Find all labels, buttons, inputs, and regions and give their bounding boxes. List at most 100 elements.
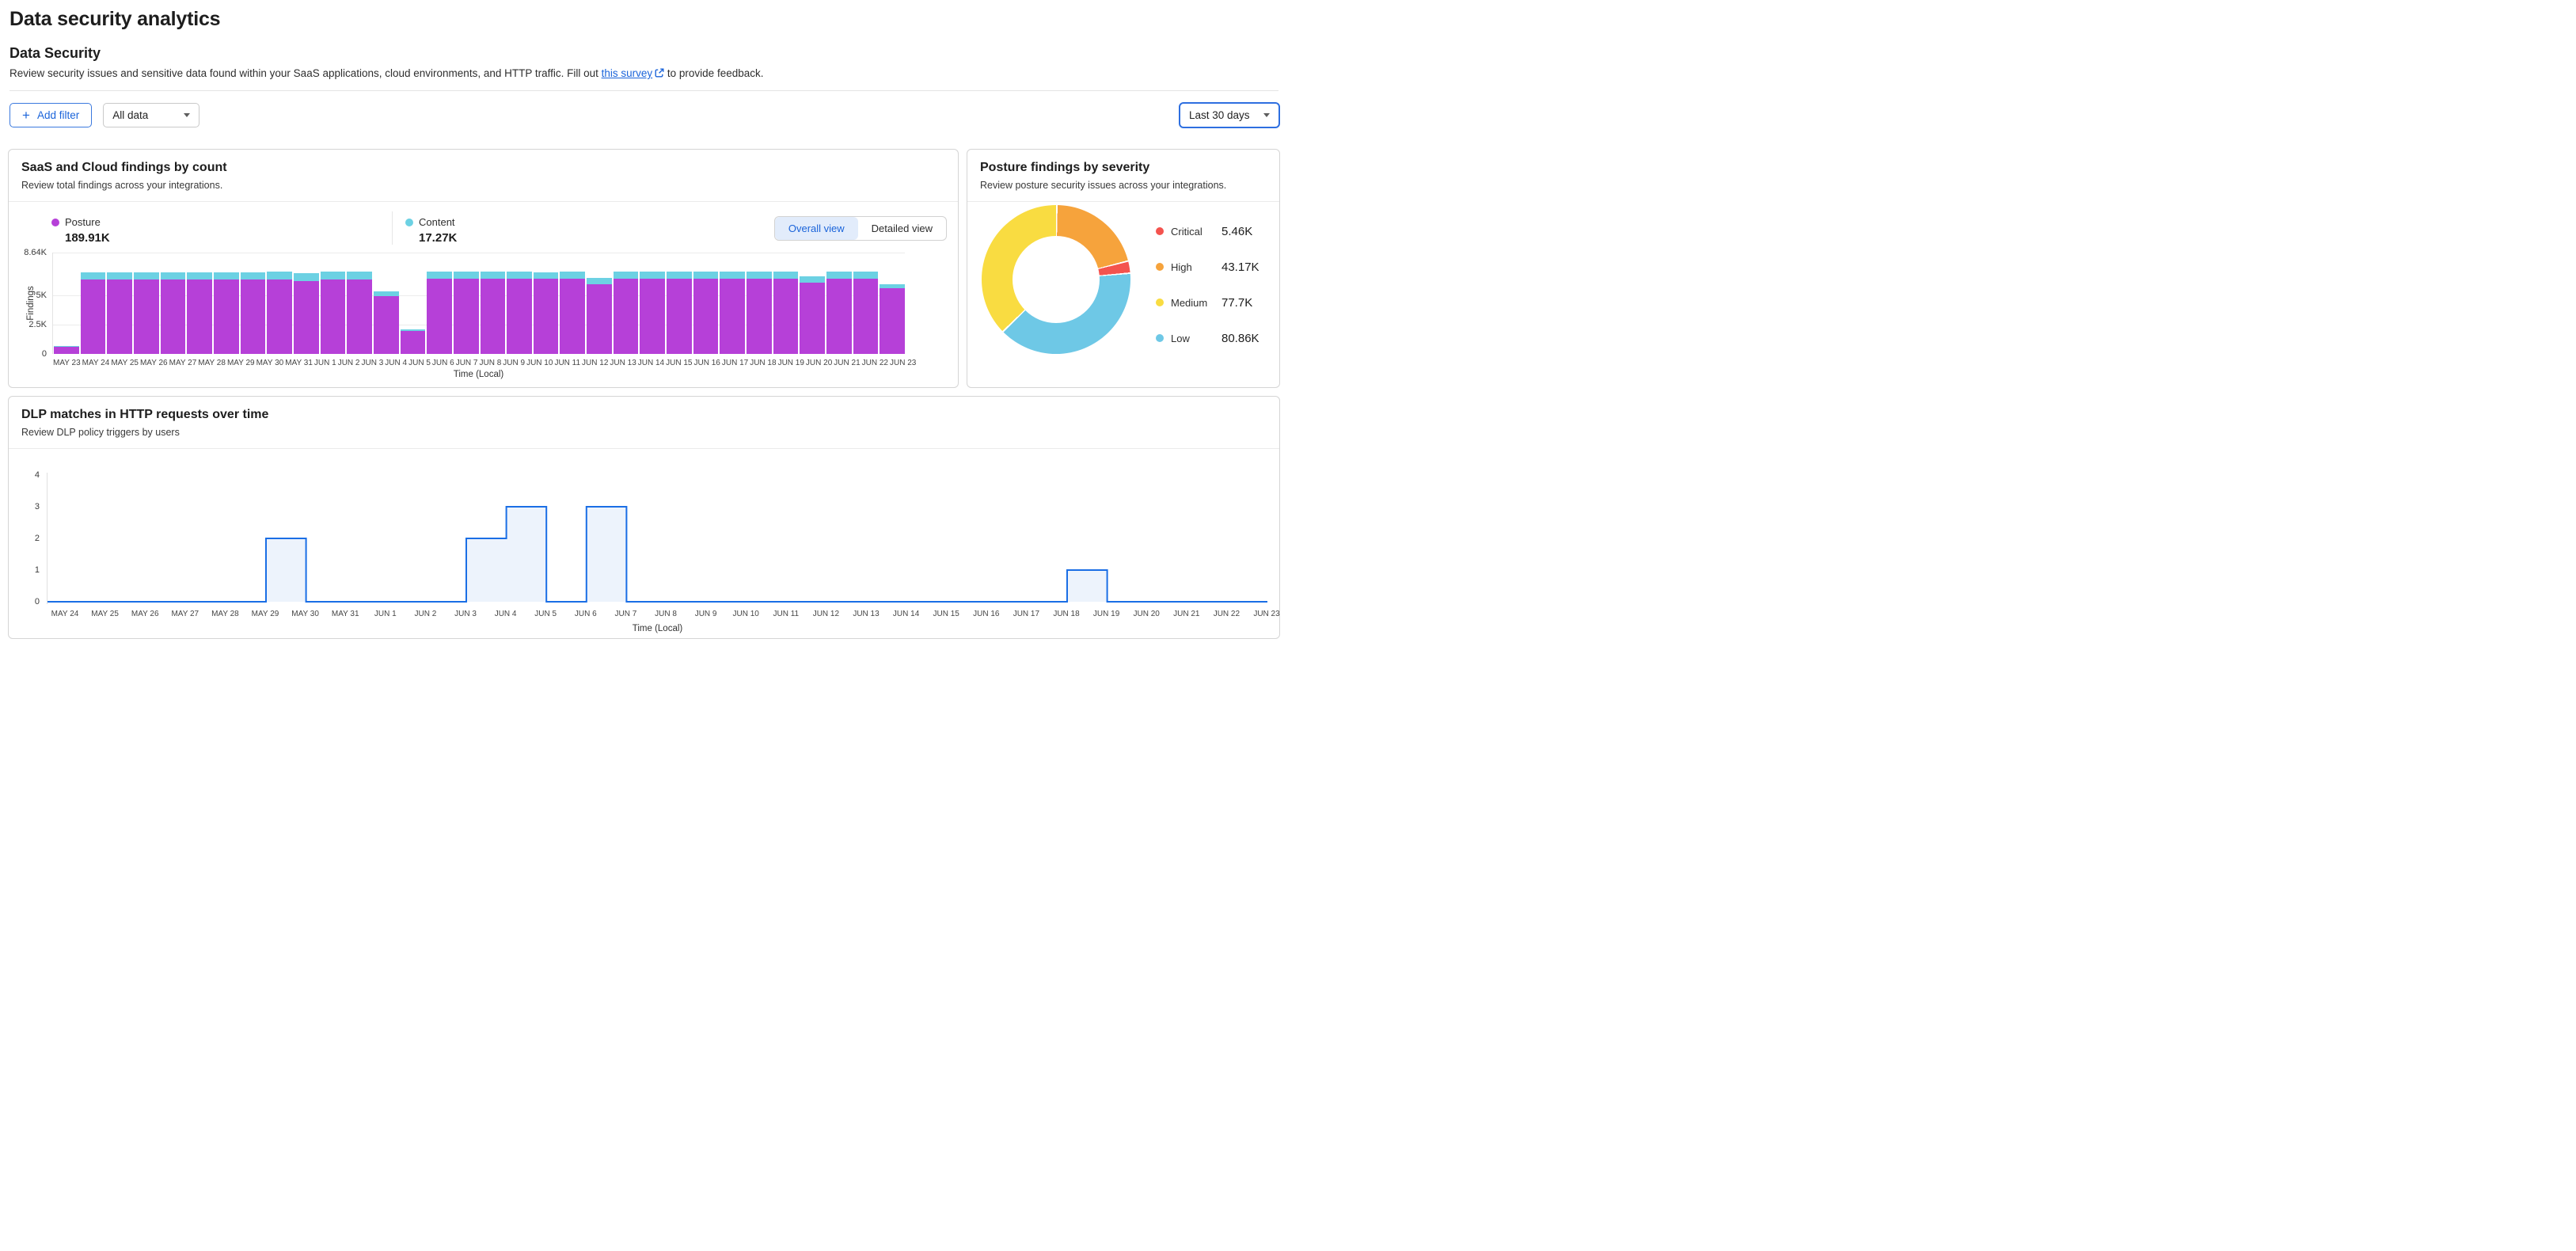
x-tick-label: MAY 24 bbox=[82, 359, 110, 367]
chevron-down-icon bbox=[1263, 113, 1270, 117]
severity-legend-high: High 43.17K bbox=[1156, 255, 1260, 279]
content-segment bbox=[800, 276, 826, 283]
posture-segment bbox=[826, 279, 852, 354]
severity-card-header: Posture findings by severity Review post… bbox=[967, 150, 1279, 201]
bar-may-29 bbox=[213, 272, 239, 354]
bar-jun-20 bbox=[800, 276, 826, 354]
x-tick-label: JUN 5 bbox=[408, 359, 431, 367]
x-tick-label: JUN 21 bbox=[834, 359, 861, 367]
findings-legend-row: Posture 189.91K Content 17.27K Overall v… bbox=[20, 211, 947, 245]
x-tick-label: JUN 17 bbox=[721, 359, 749, 367]
posture-legend-value: 189.91K bbox=[65, 231, 110, 245]
x-tick-label: MAY 23 bbox=[53, 359, 81, 367]
x-tick-label: JUN 3 bbox=[454, 610, 477, 618]
top-cards-row: SaaS and Cloud findings by count Review … bbox=[8, 149, 1280, 388]
bar-jun-23 bbox=[880, 283, 905, 354]
x-tick-label: JUN 6 bbox=[574, 610, 597, 618]
content-segment bbox=[720, 272, 746, 279]
bar-jun-6 bbox=[427, 272, 452, 354]
posture-segment bbox=[187, 279, 212, 354]
bar-jun-14 bbox=[640, 272, 666, 354]
bar-jun-22 bbox=[853, 272, 879, 354]
bar-jun-11 bbox=[560, 272, 586, 354]
x-tick-label: MAY 25 bbox=[91, 610, 119, 618]
x-tick-label: JUN 20 bbox=[805, 359, 833, 367]
severity-legend-low: Low 80.86K bbox=[1156, 326, 1260, 350]
x-tick-label: MAY 26 bbox=[139, 359, 168, 367]
x-tick-label: MAY 30 bbox=[291, 610, 319, 618]
content-segment bbox=[240, 272, 266, 279]
posture-segment bbox=[160, 279, 186, 354]
x-tick-label: JUN 4 bbox=[494, 610, 517, 618]
x-tick-label: JUN 4 bbox=[385, 359, 408, 367]
x-tick-label: JUN 11 bbox=[554, 359, 581, 367]
x-tick-label: JUN 8 bbox=[479, 359, 502, 367]
y-tick-label: 2.5K bbox=[28, 319, 47, 329]
bar-jun-17 bbox=[720, 272, 746, 354]
x-tick-label: JUN 23 bbox=[1253, 610, 1280, 618]
severity-donut-chart bbox=[982, 205, 1130, 354]
x-tick-label: JUN 2 bbox=[337, 359, 360, 367]
bar-jun-10 bbox=[533, 272, 559, 354]
findings-bar-chart: Findings 8.64K 5K 2.5K 0 MAY 23 MAY 24 MAY 25… bbox=[20, 248, 947, 379]
bar-jun-4 bbox=[373, 291, 399, 354]
posture-segment bbox=[853, 279, 879, 354]
high-legend-value: 43.17K bbox=[1222, 260, 1260, 274]
x-tick-label: JUN 2 bbox=[414, 610, 437, 618]
dlp-x-axis-title: Time (Local) bbox=[632, 624, 683, 633]
bar-may-30 bbox=[240, 272, 266, 354]
posture-segment bbox=[667, 279, 692, 354]
time-range-select[interactable]: Last 30 days bbox=[1179, 102, 1280, 128]
bar-jun-15 bbox=[667, 272, 692, 354]
critical-legend-dot bbox=[1156, 227, 1164, 235]
bar-jun-19 bbox=[773, 272, 799, 354]
x-tick-label: JUN 19 bbox=[777, 359, 804, 367]
detailed-view-tab[interactable]: Detailed view bbox=[858, 217, 946, 240]
content-segment bbox=[267, 272, 292, 279]
posture-legend-item: Posture 189.91K bbox=[20, 211, 392, 245]
content-segment bbox=[427, 272, 452, 279]
dlp-card-subtitle: Review DLP policy triggers by users bbox=[21, 427, 180, 438]
bar-may-26 bbox=[133, 272, 159, 354]
x-tick-label: JUN 20 bbox=[1133, 610, 1160, 618]
content-segment bbox=[560, 272, 586, 279]
posture-segment bbox=[267, 279, 292, 354]
add-filter-button[interactable]: + Add filter bbox=[9, 103, 93, 127]
data-scope-select[interactable]: All data bbox=[103, 103, 200, 127]
findings-x-ticks: MAY 23 MAY 24 MAY 25 MAY 26 MAY 27 MAY 28 MAY … bbox=[52, 359, 916, 367]
posture-segment bbox=[880, 288, 905, 354]
x-tick-label: JUN 15 bbox=[666, 359, 693, 367]
dlp-area-svg bbox=[47, 506, 1267, 603]
bar-jun-9 bbox=[507, 272, 532, 354]
content-segment bbox=[400, 329, 426, 332]
bar-jun-18 bbox=[747, 272, 772, 354]
gridline bbox=[53, 295, 905, 296]
description-suffix: to provide feedback. bbox=[664, 67, 764, 79]
medium-legend-value: 77.7K bbox=[1222, 295, 1253, 310]
severity-card-subtitle: Review posture security issues across yo… bbox=[980, 180, 1227, 191]
content-segment bbox=[480, 272, 506, 279]
survey-link[interactable]: this survey bbox=[602, 67, 665, 79]
x-tick-label: JUN 16 bbox=[693, 359, 720, 367]
bar-jun-7 bbox=[453, 272, 479, 354]
bar-may-28 bbox=[187, 272, 212, 354]
posture-segment bbox=[800, 283, 826, 354]
severity-card-title: Posture findings by severity bbox=[980, 161, 1150, 174]
posture-segment bbox=[80, 279, 106, 354]
x-tick-label: JUN 1 bbox=[313, 359, 336, 367]
content-segment bbox=[587, 277, 612, 285]
x-tick-label: MAY 29 bbox=[226, 359, 255, 367]
posture-legend-label: Posture bbox=[65, 216, 101, 228]
findings-x-axis-title: Time (Local) bbox=[453, 370, 504, 379]
x-tick-label: JUN 12 bbox=[582, 359, 609, 367]
x-tick-label: JUN 14 bbox=[892, 610, 920, 618]
x-tick-label: MAY 25 bbox=[111, 359, 139, 367]
overall-view-tab[interactable]: Overall view bbox=[774, 216, 858, 240]
x-tick-label: MAY 27 bbox=[171, 610, 199, 618]
severity-legend-critical: Critical 5.46K bbox=[1156, 219, 1260, 243]
content-segment bbox=[347, 272, 372, 279]
findings-y-axis-title: Findings bbox=[26, 286, 36, 321]
bar-jun-13 bbox=[613, 272, 639, 354]
content-segment bbox=[187, 272, 212, 280]
